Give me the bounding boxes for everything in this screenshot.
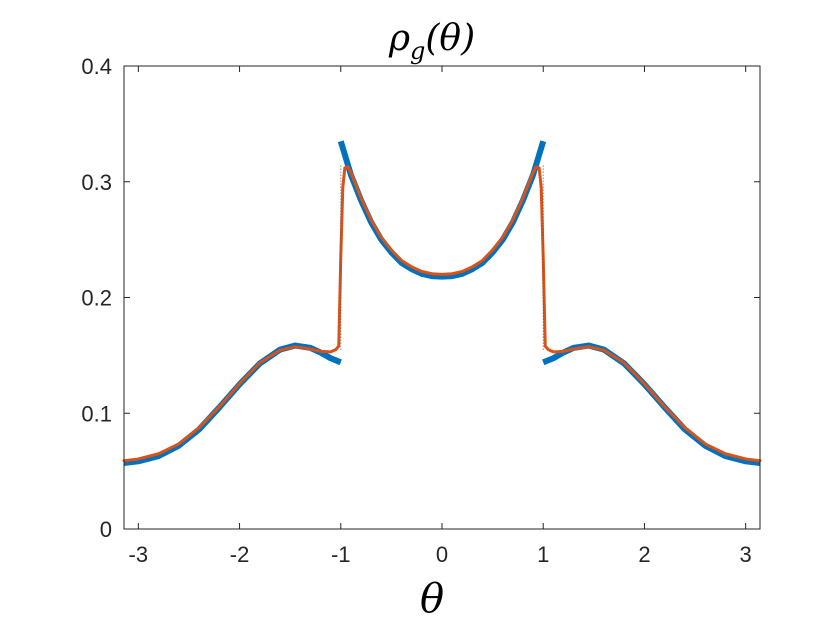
x-axis-label: θ	[420, 576, 444, 622]
x-tick-label: -1	[331, 542, 351, 567]
chart-title: ρg(θ)	[388, 18, 475, 65]
series-2-line-segment-1	[122, 165, 762, 463]
x-tick-label: -3	[129, 542, 149, 567]
x-tick-label: 1	[537, 542, 549, 567]
y-tick-label: 0.3	[81, 170, 112, 195]
title-argument: (θ)	[425, 18, 475, 59]
y-axis: 0 0.1 0.2 0.3 0.4	[81, 54, 760, 542]
title-subscript: g	[410, 37, 425, 65]
y-tick-label: 0	[100, 517, 112, 542]
x-tick-label: 3	[740, 542, 752, 567]
x-axis: -3 -2 -1 0 1 2 3	[129, 66, 752, 567]
title-main: ρ	[388, 18, 410, 59]
x-tick-label: -2	[230, 542, 250, 567]
series-layer	[122, 140, 762, 466]
y-tick-label: 0.4	[81, 54, 112, 79]
y-tick-label: 0.2	[81, 286, 112, 311]
plot-area	[124, 66, 760, 529]
x-tick-label: 0	[436, 542, 448, 567]
x-tick-label: 2	[638, 542, 650, 567]
y-tick-label: 0.1	[81, 401, 112, 426]
